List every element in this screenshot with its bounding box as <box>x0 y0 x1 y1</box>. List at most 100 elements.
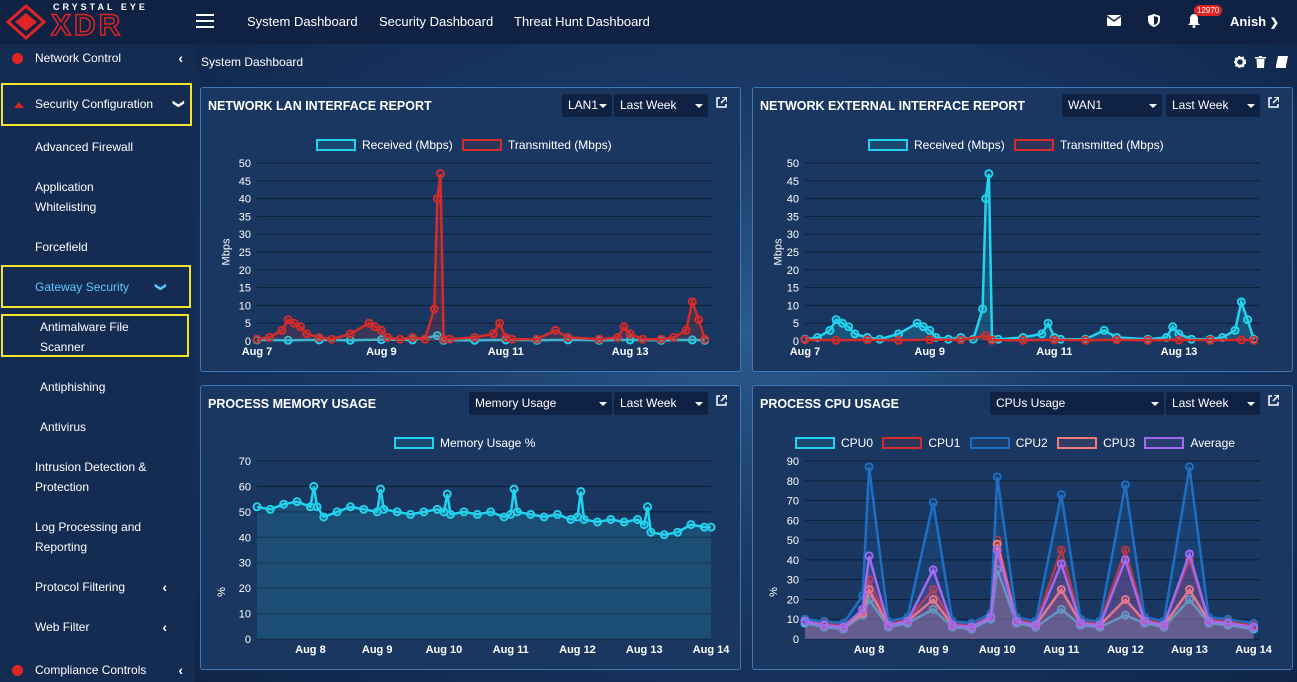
series-line <box>804 466 1254 625</box>
data-point <box>1185 549 1195 559</box>
gear-icon[interactable] <box>1234 56 1246 68</box>
legend-item[interactable]: CPU0 <box>795 436 873 450</box>
legend-item[interactable]: Memory Usage % <box>394 436 535 450</box>
data-point <box>1185 594 1195 604</box>
period-select[interactable]: Last Week <box>614 392 708 415</box>
chart-legend: Received (Mbps) Transmitted (Mbps) <box>316 138 612 152</box>
external-link-icon[interactable] <box>716 97 727 108</box>
panel-title: NETWORK EXTERNAL INTERFACE REPORT <box>760 99 1026 113</box>
shield-icon[interactable] <box>1148 14 1160 27</box>
user-menu[interactable]: Anish ❯ <box>1230 14 1279 29</box>
period-select[interactable]: Last Week <box>614 94 708 117</box>
data-point <box>1143 335 1153 345</box>
data-point <box>981 331 991 341</box>
data-point <box>928 565 938 575</box>
highlight-box <box>1 83 192 126</box>
legend-item[interactable]: CPU3 <box>1057 436 1135 450</box>
nav-system-dashboard[interactable]: System Dashboard <box>247 14 358 29</box>
sidebar-item-intrusion-detection[interactable]: Intrusion Detection & Protection <box>0 457 195 497</box>
data-point <box>486 507 496 517</box>
legend-item[interactable]: Received (Mbps) <box>316 138 453 152</box>
legend-item[interactable]: CPU2 <box>969 436 1048 450</box>
x-tick-label: Aug 13 <box>612 346 649 358</box>
sidebar-item-antimalware-file-scanner[interactable]: Antimalware File Scanner <box>0 317 195 357</box>
period-select[interactable]: Last Week <box>1166 94 1260 117</box>
logo-xdr: XDR <box>50 9 124 43</box>
data-point <box>407 332 417 342</box>
external-link-icon[interactable] <box>1268 97 1279 108</box>
sidebar-label: Web Filter <box>35 620 90 634</box>
x-tick-label: Aug 12 <box>1107 644 1144 656</box>
data-point <box>862 335 872 345</box>
external-link-icon[interactable] <box>716 395 727 406</box>
interface-select[interactable]: WAN1 <box>1062 94 1162 117</box>
legend-item[interactable]: Transmitted (Mbps) <box>462 138 612 152</box>
data-point <box>509 484 519 494</box>
y-tick-label: 10 <box>239 300 251 312</box>
bell-icon[interactable] <box>1188 14 1200 28</box>
data-point <box>819 620 829 630</box>
y-tick-label: 20 <box>239 265 251 277</box>
data-point <box>579 514 589 524</box>
data-point <box>686 520 696 530</box>
data-point <box>1168 322 1178 332</box>
data-point <box>858 604 868 614</box>
sidebar-label: Antivirus <box>40 420 87 434</box>
data-point <box>312 502 322 512</box>
data-point <box>539 512 549 522</box>
data-point <box>992 472 1002 482</box>
data-point <box>507 334 517 344</box>
y-tick-label: 0 <box>793 336 799 348</box>
data-point <box>1249 335 1259 345</box>
metric-select[interactable]: Memory Usage <box>469 392 612 415</box>
data-point <box>376 325 386 335</box>
nav-threat-hunt-dashboard[interactable]: Threat Hunt Dashboard <box>514 14 650 29</box>
data-point <box>420 334 430 344</box>
crystal-eye-xdr-logo[interactable]: CRYSTAL EYE XDR <box>0 0 165 44</box>
sidebar: Network Control ‹ Security Configuration… <box>0 44 195 682</box>
y-tick-label: 10 <box>787 614 799 626</box>
external-link-icon[interactable] <box>1268 395 1279 406</box>
x-tick-label: Aug 12 <box>559 644 596 656</box>
sidebar-label: Antimalware File <box>40 320 129 334</box>
panel-title: NETWORK LAN INTERFACE REPORT <box>208 99 432 113</box>
metric-select[interactable]: CPUs Usage <box>990 392 1164 415</box>
data-point <box>1204 616 1214 626</box>
sidebar-item-log-processing[interactable]: Log Processing and Reporting <box>0 517 195 557</box>
data-point <box>1037 329 1047 339</box>
x-tick-label: Aug 9 <box>914 346 945 358</box>
data-point <box>395 334 405 344</box>
data-point <box>1080 335 1090 345</box>
y-tick-label: 15 <box>787 283 799 295</box>
interface-select[interactable]: LAN1 <box>562 94 612 117</box>
data-point <box>319 512 329 522</box>
hamburger-menu-icon[interactable] <box>196 14 214 28</box>
sidebar-item-application-whitelisting[interactable]: Application Whitelisting <box>0 177 195 217</box>
data-point <box>1120 610 1130 620</box>
y-tick-label: 50 <box>787 158 799 170</box>
data-point <box>392 507 402 517</box>
data-point <box>864 462 874 472</box>
data-point <box>928 604 938 614</box>
mail-icon[interactable] <box>1107 15 1121 26</box>
nav-security-dashboard[interactable]: Security Dashboard <box>379 14 494 29</box>
data-point <box>1076 618 1086 628</box>
data-point <box>864 551 874 561</box>
y-tick-label: 60 <box>787 515 799 527</box>
x-tick-label: Aug 8 <box>854 644 885 656</box>
x-tick-label: Aug 11 <box>1036 346 1072 358</box>
book-icon[interactable] <box>1276 56 1288 68</box>
legend-item[interactable]: CPU1 <box>882 436 960 450</box>
highlight-box <box>1 265 191 308</box>
trash-icon[interactable] <box>1255 56 1266 68</box>
period-select[interactable]: Last Week <box>1166 392 1260 415</box>
data-point <box>928 585 938 595</box>
legend-item[interactable]: Transmitted (Mbps) <box>1014 138 1164 152</box>
y-tick-label: 60 <box>239 481 251 493</box>
panel-external-interface: NETWORK EXTERNAL INTERFACE REPORT WAN1 L… <box>752 87 1293 372</box>
legend-item[interactable]: Average <box>1144 436 1235 450</box>
legend-item[interactable]: Received (Mbps) <box>868 138 1005 152</box>
y-tick-label: 40 <box>787 194 799 206</box>
data-point <box>442 489 452 499</box>
data-point <box>984 169 994 179</box>
